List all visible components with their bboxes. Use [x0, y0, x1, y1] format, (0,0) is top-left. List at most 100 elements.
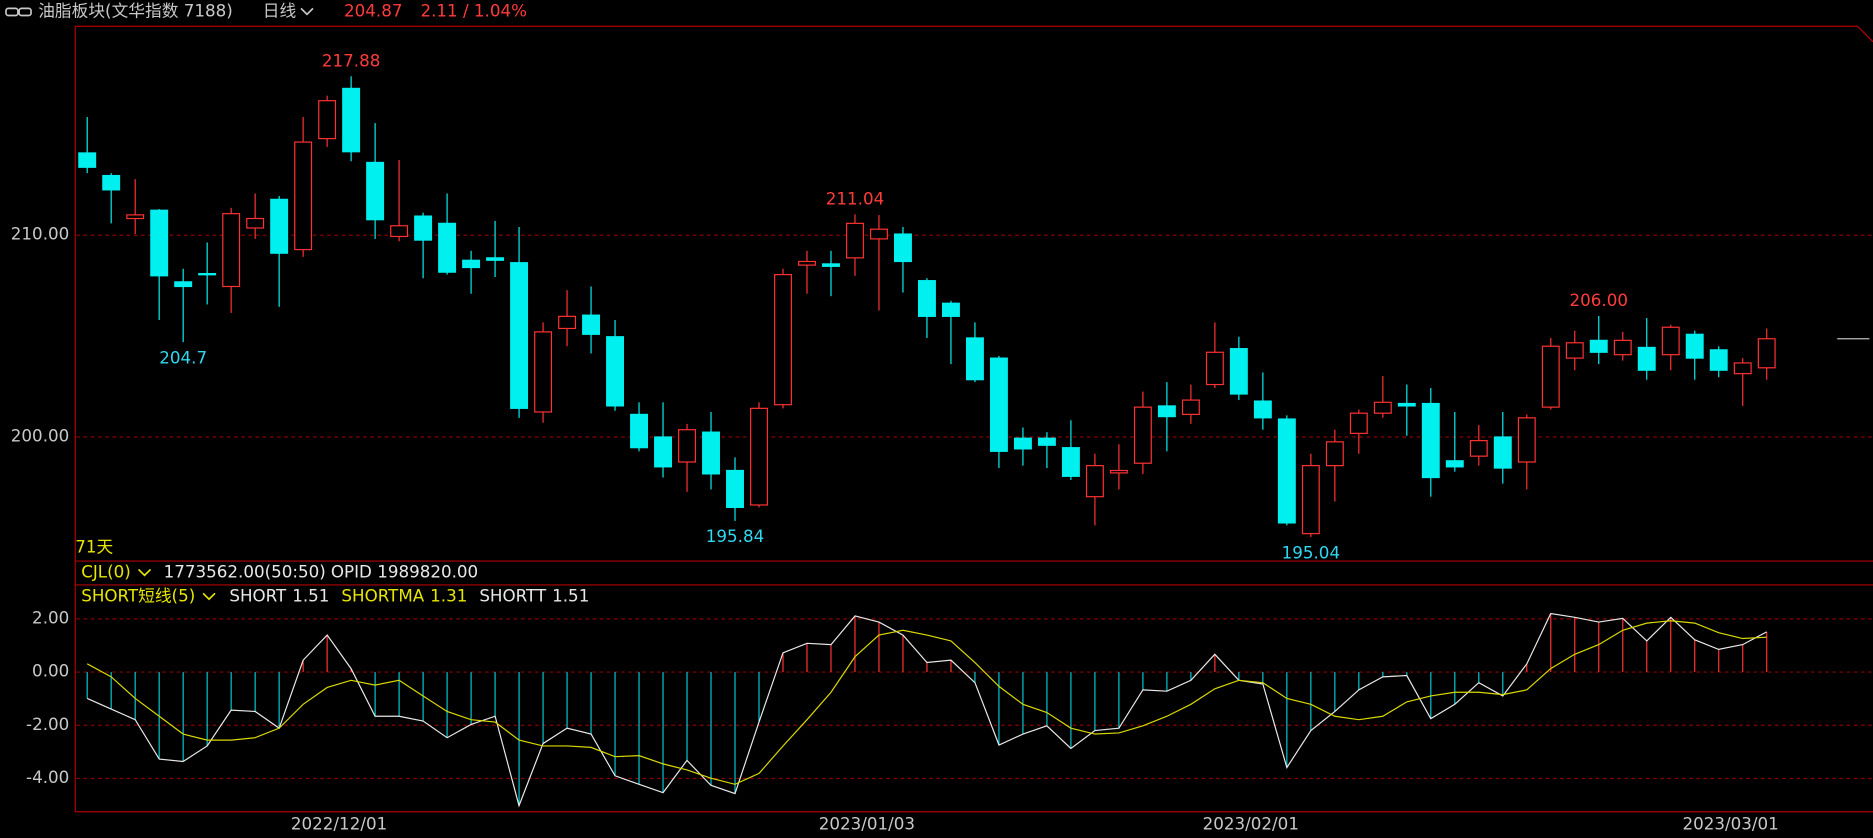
candle-body: [1709, 349, 1728, 371]
candle-body: [582, 314, 601, 335]
y-tick-label: 0.00: [32, 661, 69, 681]
x-tick-label: 2022/12/01: [291, 813, 387, 833]
price-change: 2.11 / 1.04%: [420, 0, 527, 20]
candle-body: [1541, 345, 1560, 408]
candle-body: [174, 281, 193, 288]
candle-body: [870, 228, 888, 240]
candle-body: [1253, 400, 1272, 419]
candle-body: [1493, 436, 1512, 469]
candle-body: [1661, 326, 1680, 356]
legend-name: SHORTT: [479, 585, 547, 605]
candle-body: [1589, 339, 1608, 353]
extreme-label: 217.88: [322, 50, 380, 70]
x-tick-label: 2023/03/01: [1683, 813, 1779, 833]
period-selector[interactable]: 日线: [263, 0, 297, 20]
legend-value: 1.51: [552, 585, 589, 605]
candle-body: [414, 215, 433, 241]
chevron: [300, 7, 314, 16]
candle-body: [294, 141, 313, 251]
candle-body: [1205, 351, 1224, 386]
indicator-line: [86, 612, 1767, 808]
indicator-title[interactable]: SHORT短线(5): [81, 585, 195, 605]
candle-body: [1517, 417, 1536, 463]
candle-body: [1157, 405, 1176, 418]
candle-body: [1277, 418, 1296, 524]
candle-body: [1421, 402, 1440, 479]
x-tick-label: 2023/02/01: [1203, 813, 1299, 833]
candle-body: [894, 233, 912, 263]
candle-body: [462, 259, 481, 269]
candle-body: [366, 161, 385, 221]
candle-body: [917, 280, 936, 317]
candle-body: [941, 302, 960, 317]
candle-body: [1133, 406, 1152, 464]
legend-name: SHORT: [229, 585, 287, 605]
extreme-label: 211.04: [826, 188, 884, 208]
extreme-label: 195.84: [706, 526, 764, 546]
candle-body: [630, 413, 648, 449]
y-tick-label: -4.00: [26, 767, 69, 787]
candle-body: [486, 257, 505, 261]
candle-body: [1181, 399, 1200, 415]
days-label: 71天: [75, 536, 113, 556]
candle-body: [534, 331, 553, 413]
candle-body: [126, 214, 145, 220]
candle-body: [150, 209, 169, 277]
candle-body: [606, 336, 625, 407]
extreme-label: 206.00: [1570, 290, 1628, 310]
y-tick-label: -2.00: [26, 714, 69, 734]
candle-body: [1373, 401, 1392, 414]
candle-body: [965, 337, 984, 381]
candle-body: [822, 263, 840, 267]
legend-value: 1.31: [430, 585, 467, 605]
legend-value: 1.51: [292, 585, 329, 605]
candle-body: [1469, 440, 1488, 457]
chevron: [202, 592, 216, 601]
candle-body: [654, 436, 672, 468]
candle-body: [1229, 348, 1248, 395]
candle-body: [1061, 447, 1080, 477]
chevron: [137, 568, 152, 577]
x-tick-label: 2023/01/03: [819, 813, 915, 833]
cjl-value: 1773562.00(50:50): [164, 561, 326, 581]
y-tick-label: 200.00: [11, 425, 69, 445]
candle-body: [342, 87, 361, 153]
candle-body: [1565, 342, 1584, 359]
candle-body: [78, 152, 97, 168]
candle-body: [1445, 460, 1464, 468]
candle-body: [1037, 437, 1056, 446]
candle-body: [1757, 338, 1776, 369]
candle-body: [1637, 346, 1656, 371]
candle-body: [438, 222, 457, 273]
candle-body: [1397, 402, 1416, 407]
candle-body: [989, 357, 1008, 452]
instrument-title: 油脂板块(文华指数 7188): [38, 0, 233, 20]
candle-body: [1013, 437, 1032, 450]
candle-body: [774, 273, 792, 406]
candle-body: [1085, 465, 1104, 498]
candle-body: [1301, 465, 1320, 535]
candle-body: [270, 198, 289, 254]
y-tick-label: 2.00: [32, 607, 69, 627]
candle-body: [678, 429, 696, 463]
opid-value: OPID 1989820.00: [331, 561, 478, 581]
indicator-line: [86, 620, 1767, 785]
candle-body: [846, 222, 864, 259]
legend-name: SHORTMA: [341, 585, 424, 605]
candle-body: [246, 217, 265, 229]
cjl-name[interactable]: CJL(0): [81, 561, 131, 581]
candle-body: [1733, 362, 1752, 375]
extreme-label: 204.7: [159, 347, 207, 367]
candle-body: [798, 260, 816, 266]
candle-body: [222, 213, 241, 288]
candle-body: [102, 174, 121, 191]
candle-body: [1109, 469, 1128, 474]
candle-body: [702, 431, 720, 475]
candle-body: [1613, 339, 1632, 356]
candle-body: [1685, 333, 1704, 359]
candle-body: [750, 407, 768, 506]
candle-body: [318, 100, 337, 140]
y-tick-label: 210.00: [11, 224, 69, 244]
